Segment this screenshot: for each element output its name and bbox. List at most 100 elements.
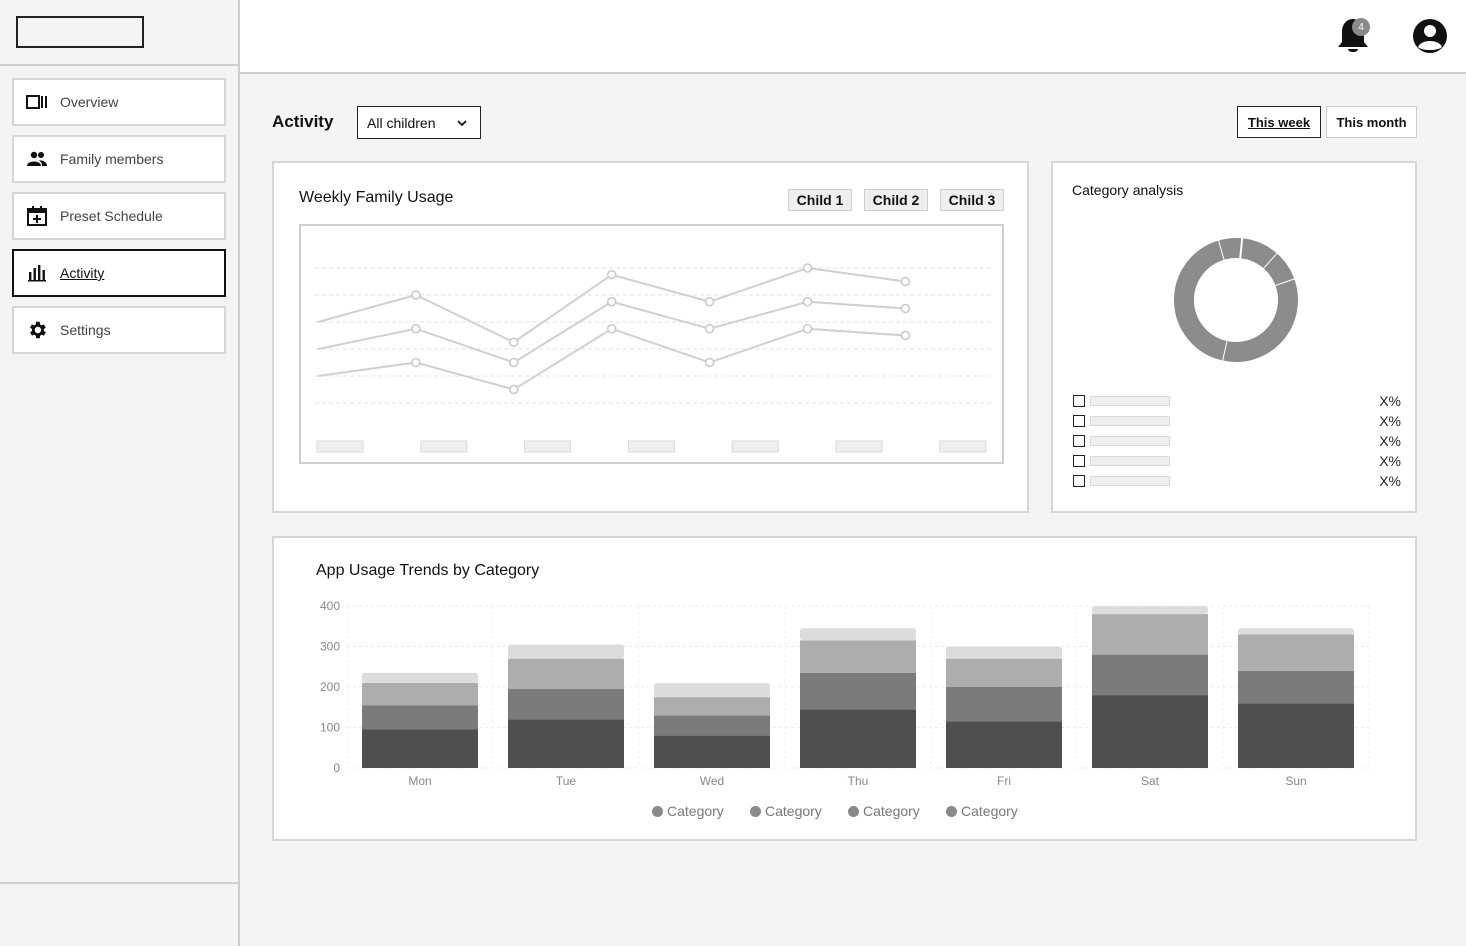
category-analysis-title: Category analysis [1072, 182, 1184, 198]
chip-child-3[interactable]: Child 3 [940, 189, 1004, 211]
this-week-button[interactable]: This week [1237, 106, 1321, 138]
weekly-usage-title: Weekly Family Usage [299, 189, 454, 206]
legend-dot-icon [946, 805, 957, 817]
overview-icon [26, 91, 48, 113]
x-tick-label-placeholder [316, 440, 364, 453]
bar-legend-item: Category [848, 802, 920, 820]
bar-legend-label: Category [961, 803, 1018, 819]
bar-segment [508, 658, 624, 690]
data-point [509, 384, 519, 395]
bar-segment [362, 672, 478, 683]
bar-segment [1238, 628, 1354, 635]
bar-segment [1238, 703, 1354, 768]
sidebar-item-label: Activity [60, 265, 105, 281]
bar-legend-item: Category [750, 802, 822, 820]
sidebar-item-overview[interactable]: Overview [12, 78, 226, 126]
page-title: Activity [272, 112, 334, 131]
y-tick-label: 200 [320, 680, 340, 694]
bar-segment [946, 658, 1062, 687]
x-tick-label-placeholder [420, 440, 468, 453]
user-avatar-icon[interactable] [1412, 18, 1448, 54]
this-month-label: This month [1336, 114, 1407, 130]
bar-segment [654, 735, 770, 768]
this-week-label: This week [1247, 114, 1311, 130]
slice-separator [1217, 239, 1226, 261]
x-tick-label-placeholder [939, 440, 987, 453]
bar-segment [508, 719, 624, 768]
bar-segment [362, 729, 478, 768]
data-point [411, 290, 421, 300]
x-tick-label: Sat [1141, 774, 1160, 788]
chevron-down-icon [457, 120, 467, 127]
slice-separator [1239, 237, 1244, 260]
sidebar-nav: Overview Family members Preset Schedule … [12, 78, 226, 363]
this-month-button[interactable]: This month [1326, 106, 1417, 138]
x-tick-label: Thu [848, 774, 869, 788]
data-point [509, 357, 519, 368]
sidebar-item-activity[interactable]: Activity [12, 249, 226, 297]
data-point [509, 337, 519, 347]
slice-separator [1274, 278, 1296, 288]
calendar-add-icon [26, 205, 48, 227]
category-donut-chart [1174, 237, 1298, 362]
logo-placeholder[interactable] [16, 16, 144, 48]
y-tick-label: 300 [320, 640, 340, 654]
legend-percent: X% [1379, 453, 1401, 469]
app-usage-stacked-bar-chart: 0 100 200 300 400 Mon Tue Wed Thu Fri Sat Sun [320, 599, 1370, 788]
donut-slice [1239, 238, 1278, 269]
legend-checkbox[interactable] [1073, 475, 1085, 487]
gear-icon [26, 319, 48, 341]
x-tick-label: Mon [408, 774, 431, 788]
data-point [411, 357, 421, 368]
bar-legend-label: Category [765, 803, 822, 819]
x-tick-label-placeholder [835, 440, 883, 453]
legend-percent: X% [1379, 473, 1401, 489]
weekly-usage-line-chart [299, 224, 1004, 464]
legend-percent: X% [1379, 393, 1401, 409]
x-tick-label-placeholder [627, 440, 675, 453]
sidebar-item-preset-schedule[interactable]: Preset Schedule [12, 192, 226, 240]
legend-label-placeholder [1090, 476, 1170, 486]
category-legend-row: X% [1073, 433, 1401, 449]
bar-segment [1092, 614, 1208, 655]
top-header: 4 [240, 0, 1466, 74]
sidebar-item-settings[interactable]: Settings [12, 306, 226, 354]
donut-slice [1222, 279, 1298, 362]
sidebar-footer-divider [0, 882, 238, 884]
plot-frame [299, 224, 1004, 464]
data-point [606, 270, 617, 280]
donut-slice [1174, 240, 1228, 361]
legend-checkbox[interactable] [1073, 455, 1085, 467]
legend-checkbox[interactable] [1073, 395, 1085, 407]
legend-label-placeholder [1090, 416, 1170, 426]
chip-child-1[interactable]: Child 1 [788, 189, 852, 211]
child-select-dropdown[interactable]: All children [357, 106, 481, 139]
sidebar: Overview Family members Preset Schedule … [0, 0, 240, 946]
legend-checkbox[interactable] [1073, 415, 1085, 427]
legend-checkbox[interactable] [1073, 435, 1085, 447]
data-point [900, 303, 911, 314]
bar-chart-icon [26, 262, 48, 284]
category-analysis-card: Category analysis X% X% X% X% X% [1051, 161, 1417, 513]
bar-segment [946, 646, 1062, 659]
sidebar-item-label: Family members [60, 151, 164, 167]
data-point [411, 324, 421, 334]
app-usage-trends-card: App Usage Trends by Category 0 100 200 300 4… [272, 536, 1417, 841]
bar-segment [946, 721, 1062, 768]
x-tick-label-placeholder [731, 440, 779, 453]
chip-child-2[interactable]: Child 2 [864, 189, 928, 211]
logo-area [0, 0, 238, 66]
y-tick-label: 0 [333, 761, 340, 775]
bar-segment [654, 715, 770, 736]
bar-segment [508, 689, 624, 720]
bar-segment [1092, 695, 1208, 768]
bar-legend-item: Category [946, 802, 1018, 820]
category-legend-row: X% [1073, 413, 1401, 429]
sidebar-item-label: Settings [60, 322, 111, 338]
data-point [606, 297, 617, 307]
legend-label-placeholder [1090, 396, 1170, 406]
data-point [704, 357, 715, 368]
data-point [704, 324, 715, 334]
sidebar-item-family-members[interactable]: Family members [12, 135, 226, 183]
category-legend-row: X% [1073, 473, 1401, 489]
